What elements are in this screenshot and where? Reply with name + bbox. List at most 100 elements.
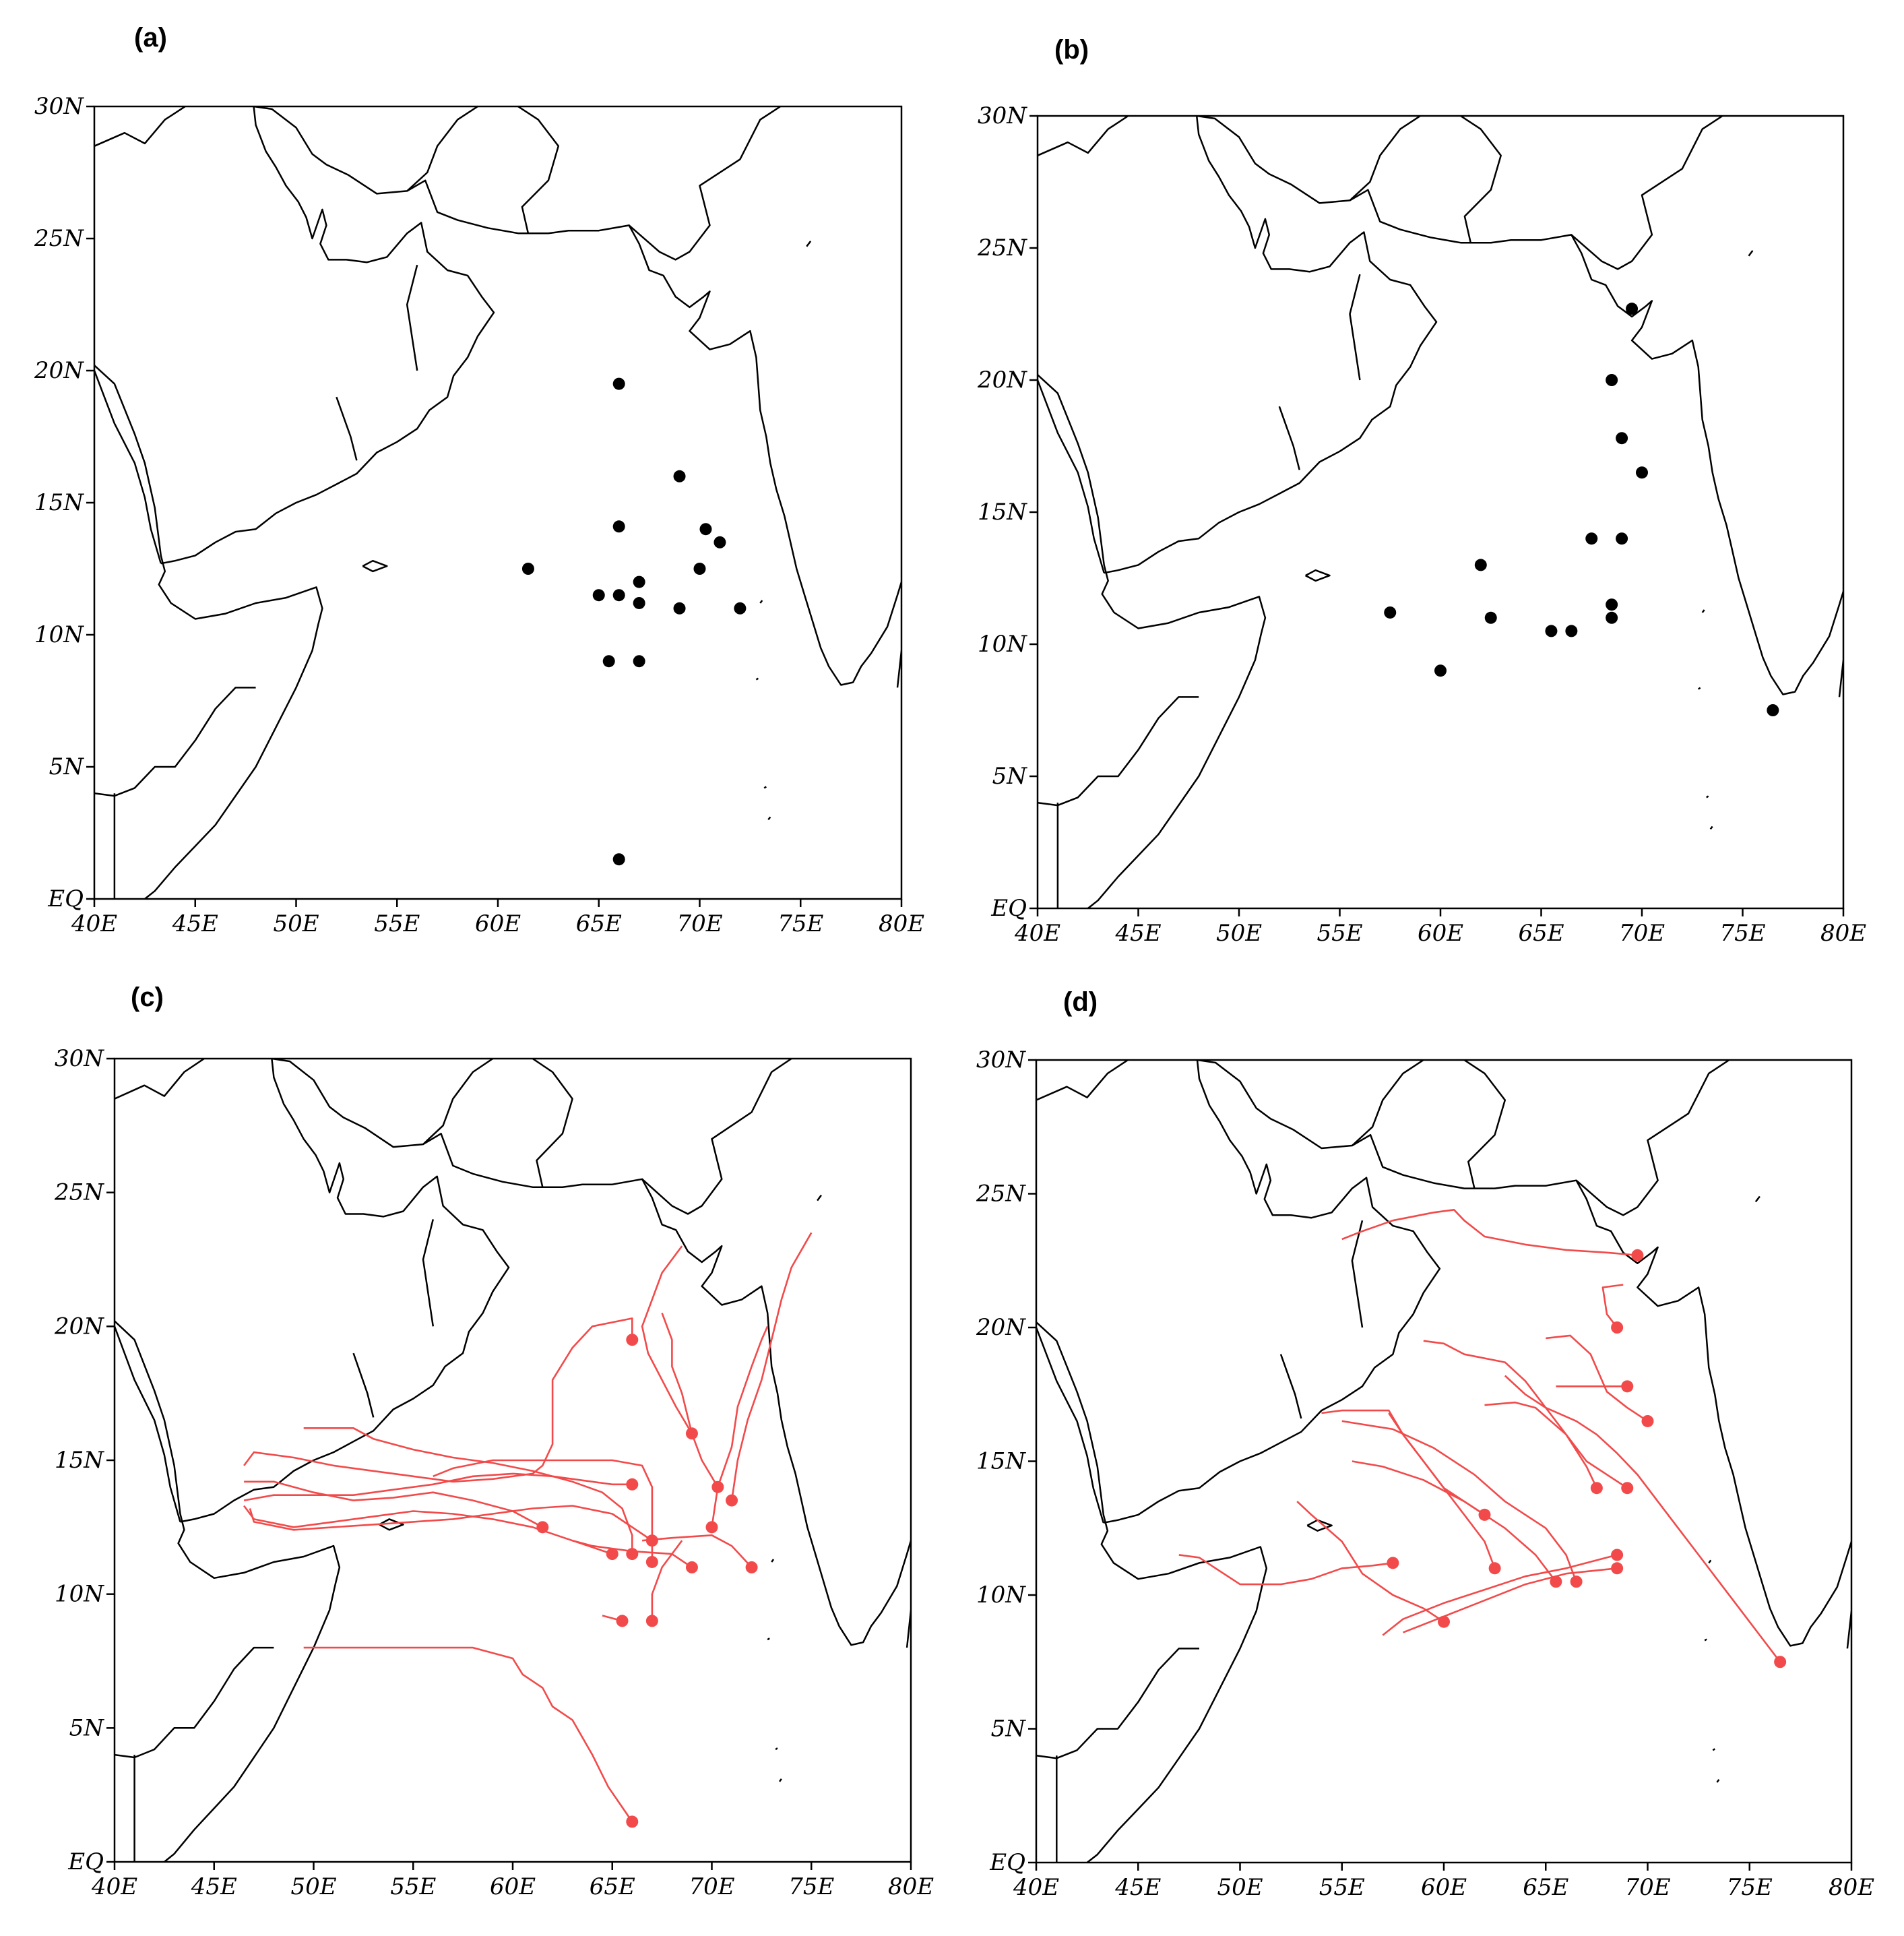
coastline — [1712, 1748, 1715, 1751]
coastline — [1036, 1321, 1268, 1863]
genesis-point — [612, 377, 625, 390]
panel-label-d: (d) — [1063, 987, 1098, 1017]
genesis-point — [521, 563, 534, 575]
coastlines — [94, 106, 901, 899]
lon-tick-label: 45E — [191, 1873, 237, 1900]
panel-label-c: (c) — [131, 982, 164, 1012]
lon-tick-label: 80E — [888, 1873, 934, 1900]
coastlines — [115, 1059, 911, 1862]
genesis-point — [685, 1427, 698, 1440]
genesis-point — [726, 1494, 738, 1507]
lon-tick-label: 45E — [1114, 1874, 1161, 1901]
cyclone-track — [1321, 1409, 1496, 1569]
lon-tick-label: 75E — [1727, 1874, 1773, 1901]
genesis-point — [1488, 1562, 1501, 1575]
cyclone-track — [243, 1472, 633, 1501]
coastline — [272, 1059, 911, 1646]
genesis-point — [626, 1548, 639, 1561]
cyclone-track — [1504, 1375, 1781, 1663]
lat-tick-label: 10N — [34, 621, 84, 648]
genesis-point — [745, 1561, 758, 1573]
genesis-points — [1384, 303, 1779, 716]
genesis-point — [606, 1548, 618, 1561]
lat-tick-label: 5N — [991, 1716, 1027, 1743]
genesis-point — [673, 602, 686, 615]
cyclone-track — [651, 1540, 683, 1621]
genesis-point — [1545, 625, 1558, 637]
coastline — [94, 369, 162, 564]
lon-tick-label: 75E — [1719, 920, 1765, 947]
genesis-point — [1616, 432, 1628, 445]
lat-tick-label: 25N — [976, 1181, 1026, 1208]
genesis-point — [693, 563, 706, 575]
coastline — [1701, 609, 1705, 613]
lon-tick-label: 80E — [1829, 1874, 1874, 1901]
genesis-point — [734, 602, 747, 615]
lon-tick-label: 70E — [1619, 920, 1665, 947]
coastline — [1748, 250, 1754, 257]
cyclone-track — [1296, 1501, 1445, 1623]
genesis-point — [1606, 598, 1618, 611]
cyclone-track — [244, 1480, 543, 1528]
genesis-point — [633, 596, 645, 609]
genesis-point — [1484, 611, 1497, 624]
genesis-point — [633, 575, 645, 588]
lat-tick-label: 20N — [34, 357, 84, 384]
coastline — [641, 1059, 792, 1215]
lat-tick-label: 25N — [977, 235, 1027, 261]
coastline — [1197, 116, 1843, 695]
genesis-point — [1621, 1482, 1634, 1495]
coastline — [1351, 1220, 1364, 1328]
coastline — [352, 1352, 375, 1418]
coastline — [115, 1646, 274, 1759]
genesis-point — [626, 1478, 639, 1491]
genesis-point — [1384, 606, 1397, 619]
lon-tick-label: 70E — [1624, 1874, 1670, 1901]
genesis-point — [1774, 1656, 1787, 1668]
coastline — [406, 106, 478, 192]
genesis-point — [612, 589, 625, 602]
genesis-point — [626, 1334, 639, 1346]
lon-tick-label: 80E — [879, 910, 924, 937]
coastline — [94, 106, 186, 147]
coastline — [1698, 687, 1701, 690]
coastline — [755, 677, 759, 681]
genesis-point — [1611, 1562, 1624, 1575]
genesis-point — [1767, 704, 1779, 716]
lon-tick-label: 40E — [71, 910, 117, 937]
cyclone-track — [1341, 1209, 1638, 1257]
lat-tick-label: 20N — [54, 1313, 104, 1340]
lat-tick-label: 20N — [976, 1314, 1026, 1341]
lat-tick-label: 30N — [976, 1047, 1026, 1073]
lon-tick-label: 50E — [273, 910, 319, 937]
coastline — [336, 396, 358, 461]
genesis-point — [1434, 664, 1447, 677]
cyclone-track — [711, 1325, 769, 1528]
cyclone-track — [641, 1534, 753, 1568]
genesis-point — [1621, 1380, 1634, 1393]
lat-tick-label: 10N — [976, 1582, 1026, 1609]
cyclone-track — [303, 1427, 633, 1555]
lon-tick-label: 70E — [689, 1873, 734, 1900]
genesis-point — [645, 1555, 658, 1568]
genesis-point — [1438, 1615, 1450, 1628]
genesis-points — [521, 377, 747, 866]
coastline — [362, 559, 388, 573]
cyclone-track — [730, 1232, 813, 1501]
coastline — [94, 687, 256, 797]
cyclone-tracks — [1178, 1209, 1787, 1668]
lon-tick-label: 55E — [374, 910, 420, 937]
genesis-point — [1474, 559, 1487, 571]
coastlines — [1038, 116, 1843, 908]
coastline — [1104, 116, 1438, 574]
lon-tick-label: 55E — [1316, 920, 1362, 947]
cyclone-tracks — [243, 1232, 813, 1828]
cyclone-track — [303, 1646, 633, 1823]
lon-tick-label: 65E — [576, 910, 622, 937]
genesis-point — [1606, 374, 1618, 386]
coastline — [422, 1059, 494, 1146]
coastline — [1575, 1060, 1730, 1216]
lat-tick-label: 30N — [978, 102, 1027, 129]
coastline — [253, 106, 901, 686]
lon-tick-label: 75E — [778, 910, 823, 937]
